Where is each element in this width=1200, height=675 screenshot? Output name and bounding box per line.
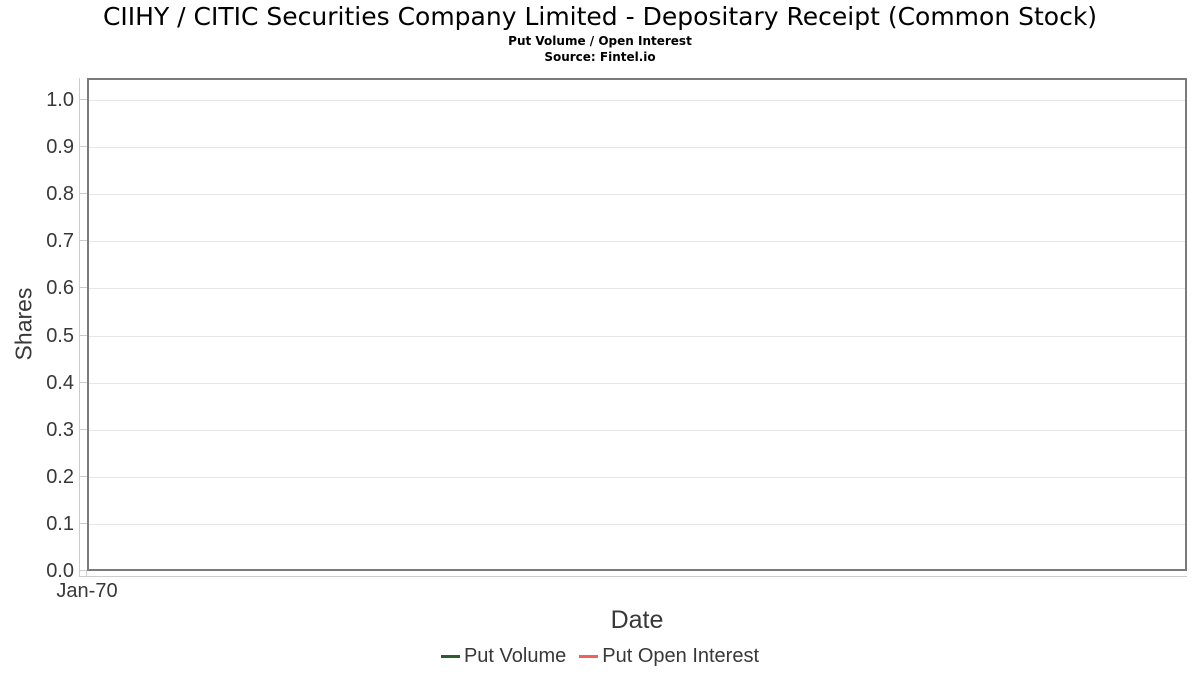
legend-label: Put Volume bbox=[463, 645, 567, 667]
y-tick-label: 0.0 bbox=[46, 560, 74, 582]
y-gridline bbox=[89, 335, 1185, 337]
y-tick-label: 0.9 bbox=[46, 136, 74, 159]
x-axis-title: Date bbox=[610, 606, 664, 634]
x-tick-label: Jan-70 bbox=[56, 580, 118, 602]
y-tick-label: 0.2 bbox=[46, 465, 74, 488]
y-tick-mark bbox=[79, 99, 87, 100]
y-tick-mark bbox=[79, 570, 87, 571]
x-tick-mark bbox=[86, 571, 87, 576]
legend-item[interactable]: Put Volume bbox=[440, 645, 567, 668]
y-tick-label: 0.6 bbox=[46, 277, 74, 300]
y-tick-label: 0.8 bbox=[46, 183, 74, 206]
y-gridline bbox=[89, 194, 1185, 196]
legend: Put Volume Put Open Interest bbox=[0, 645, 1200, 668]
chart-title: CIIHY / CITIC Securities Company Limited… bbox=[102, 2, 1098, 31]
y-tick-mark bbox=[79, 428, 87, 430]
chart-subtitle: Put Volume / Open Interest bbox=[508, 34, 692, 48]
y-gridline bbox=[89, 100, 1185, 101]
y-tick-label: 0.7 bbox=[46, 230, 74, 253]
y-gridline bbox=[89, 288, 1185, 290]
legend-line-icon bbox=[579, 655, 599, 658]
y-gridline bbox=[89, 241, 1185, 243]
y-gridline bbox=[89, 523, 1185, 525]
y-tick-mark bbox=[79, 475, 87, 477]
y-tick-mark bbox=[79, 334, 87, 336]
y-tick-mark bbox=[79, 146, 87, 148]
y-tick-mark bbox=[79, 193, 87, 195]
y-tick-label: 0.5 bbox=[46, 324, 74, 347]
y-axis-line bbox=[79, 78, 80, 576]
y-tick-label: 0.4 bbox=[46, 371, 74, 394]
plot-area bbox=[87, 78, 1187, 571]
x-axis-line bbox=[79, 576, 1187, 577]
y-tick-label: 0.1 bbox=[46, 512, 74, 535]
y-gridline bbox=[89, 476, 1185, 478]
legend-item[interactable]: Put Open Interest bbox=[579, 645, 759, 668]
y-tick-mark bbox=[79, 287, 87, 289]
y-gridline bbox=[89, 382, 1185, 384]
y-gridline bbox=[89, 147, 1185, 149]
legend-line-icon bbox=[440, 655, 460, 658]
y-tick-label: 0.3 bbox=[46, 418, 74, 441]
y-gridline bbox=[89, 429, 1185, 431]
y-tick-mark bbox=[79, 381, 87, 383]
y-tick-mark bbox=[79, 240, 87, 242]
y-tick-mark bbox=[79, 522, 87, 524]
chart-source: Source: Fintel.io bbox=[544, 50, 656, 64]
legend-label: Put Open Interest bbox=[602, 645, 760, 667]
y-tick-label: 1.0 bbox=[46, 89, 74, 111]
